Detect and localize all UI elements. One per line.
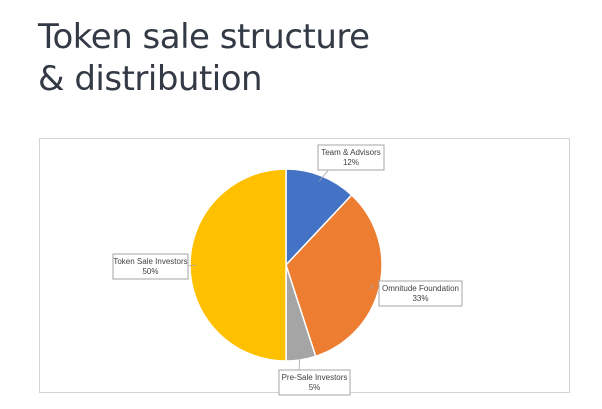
data-label-value: 5%	[309, 383, 321, 392]
pie-slices	[189, 168, 383, 362]
data-label-box	[112, 253, 189, 280]
data-label-category: Team & Advisors	[321, 148, 381, 157]
data-label-category: Token Sale Investors	[113, 257, 187, 266]
data-label-category: Omnitude Foundation	[382, 284, 459, 293]
data-label-category: Pre-Sale Investors	[282, 373, 348, 382]
data-label-box	[317, 144, 385, 171]
data-label-box	[378, 280, 463, 307]
data-label-value: 12%	[343, 158, 359, 167]
data-label-value: 50%	[142, 267, 158, 276]
pie-slice-team-advisors	[285, 168, 353, 267]
slide-title: Token sale structure & distribution	[38, 16, 370, 100]
data-label-box	[278, 369, 351, 396]
callout-leader-line	[369, 284, 375, 290]
callout-leader-line	[187, 264, 197, 267]
pie-slice-token-sale-investors	[189, 168, 287, 362]
slide-title-line-2: & distribution	[38, 59, 263, 99]
slide-title-line-1: Token sale structure	[38, 17, 370, 57]
callout-leader-line	[298, 353, 301, 371]
data-label-value: 33%	[412, 294, 428, 303]
